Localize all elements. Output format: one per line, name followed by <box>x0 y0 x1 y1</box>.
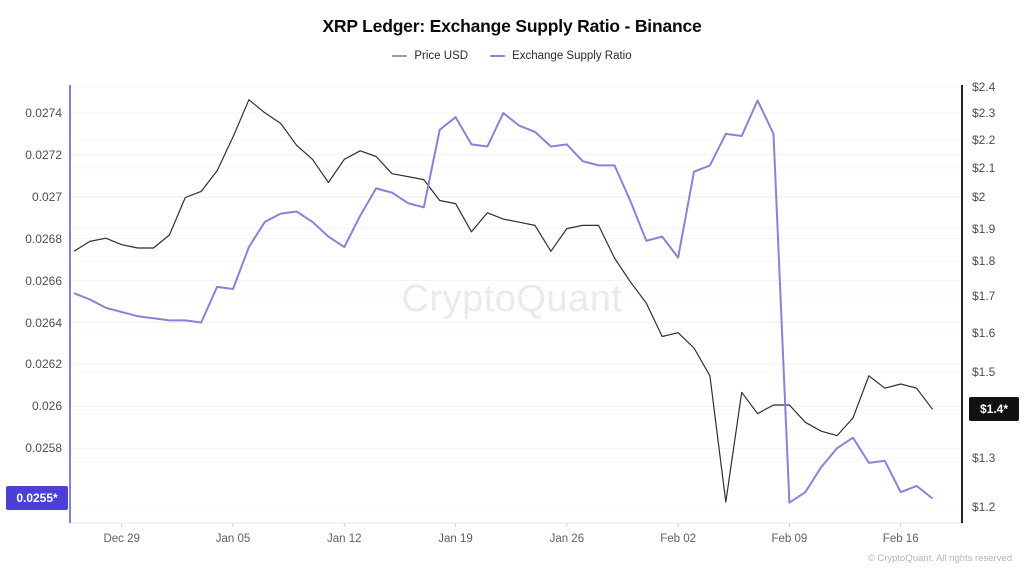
legend-label-exchange-supply-ratio: Exchange Supply Ratio <box>512 50 632 62</box>
left-axis-tick: 0.0264 <box>25 315 62 330</box>
right-axis-tick: $1.2 <box>972 500 996 514</box>
x-axis-tick: Feb 16 <box>882 533 919 545</box>
current-ratio-badge: 0.0255* <box>6 486 68 511</box>
copyright-notice: © CryptoQuant. All rights reserved <box>867 553 1012 564</box>
chart-legend: Price USD Exchange Supply Ratio <box>0 50 1024 62</box>
right-axis-tick: $2.1 <box>972 160 996 175</box>
right-axis-tick: $2.3 <box>972 105 996 120</box>
right-axis-tick: $1.8 <box>972 254 996 269</box>
left-axis-tick: 0.0262 <box>25 357 62 372</box>
right-axis-tick: $2 <box>972 190 986 205</box>
legend-label-price-usd: Price USD <box>414 50 469 62</box>
x-axis-tick: Feb 02 <box>660 533 697 545</box>
x-axis-tick: Jan 26 <box>549 533 585 545</box>
price-usd-line <box>73 99 933 503</box>
x-axis-tick: Jan 05 <box>215 533 251 545</box>
exchange-supply-ratio-line <box>73 99 934 504</box>
price-usd-dash-icon <box>392 55 408 57</box>
right-axis-tick: $1.3 <box>972 451 996 466</box>
legend-item-exchange-supply-ratio: Exchange Supply Ratio <box>490 50 632 62</box>
left-axis-tick: 0.0266 <box>25 273 62 288</box>
left-axis-tick: 0.0258 <box>25 441 62 456</box>
left-axis-tick: 0.0274 <box>25 106 62 120</box>
legend-item-price-usd: Price USD <box>392 50 468 62</box>
current-price-badge: $1.4* <box>969 397 1019 422</box>
x-axis-tick: Dec 29 <box>103 533 140 545</box>
left-axis-tick: 0.0272 <box>25 147 62 162</box>
exchange-supply-ratio-dash-icon <box>490 55 506 57</box>
right-axis-tick: $1.6 <box>972 325 996 340</box>
right-axis-tick: $1.5 <box>972 364 996 379</box>
x-axis-tick: Jan 12 <box>327 533 362 545</box>
x-axis-tick: Feb 09 <box>771 533 808 545</box>
left-axis-tick: 0.0268 <box>25 231 62 246</box>
right-axis-tick: $2.2 <box>972 132 996 147</box>
right-axis-tick: $1.9 <box>972 221 996 236</box>
chart-title: XRP Ledger: Exchange Supply Ratio - Bina… <box>322 16 702 36</box>
right-axis-tick: $1.7 <box>972 288 996 303</box>
right-axis-tick: $2.4 <box>972 80 996 94</box>
x-axis-tick: Jan 19 <box>438 533 473 545</box>
left-axis-tick: 0.027 <box>31 189 62 204</box>
left-axis-tick: 0.026 <box>31 399 62 414</box>
